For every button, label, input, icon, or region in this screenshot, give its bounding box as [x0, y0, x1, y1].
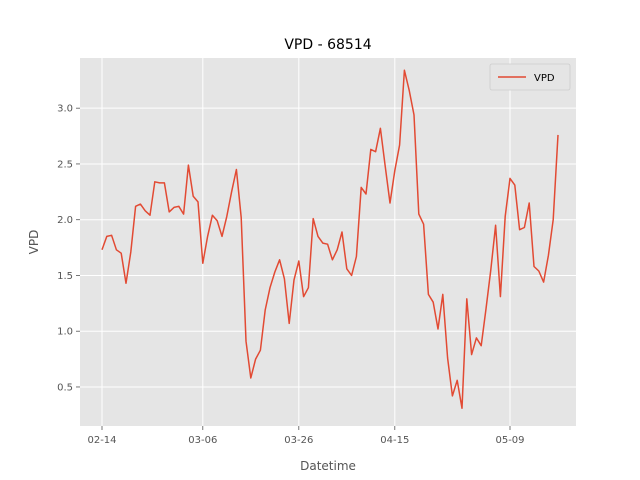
y-tick-label: 2.5	[57, 159, 73, 170]
plot-background	[80, 58, 576, 426]
x-axis-label: Datetime	[300, 459, 356, 473]
y-axis-label: VPD	[27, 230, 41, 255]
y-tick-label: 1.5	[57, 271, 73, 282]
legend: VPD	[489, 63, 571, 91]
x-tick-label: 05-09	[495, 435, 524, 446]
series-line-vpd	[101, 69, 559, 409]
y-tick-label: 0.5	[57, 382, 73, 393]
axis-ticks: 02-14 03-06 03-26 04-15 05-09 0.5 1.0 1.5 2.0 2.5…	[57, 104, 524, 446]
chart-title: VPD - 68514	[284, 37, 371, 53]
legend-box	[489, 63, 571, 91]
legend-label-vpd: VPD	[534, 73, 555, 84]
x-tick-label: 02-14	[87, 435, 116, 446]
y-tick-label: 1.0	[57, 327, 73, 338]
x-tick-label: 03-26	[284, 435, 313, 446]
y-tick-label: 3.0	[57, 104, 73, 115]
x-tick-label: 03-06	[188, 435, 217, 446]
x-tick-label: 04-15	[380, 435, 409, 446]
grid-lines	[80, 58, 576, 426]
y-tick-label: 2.0	[57, 215, 73, 226]
